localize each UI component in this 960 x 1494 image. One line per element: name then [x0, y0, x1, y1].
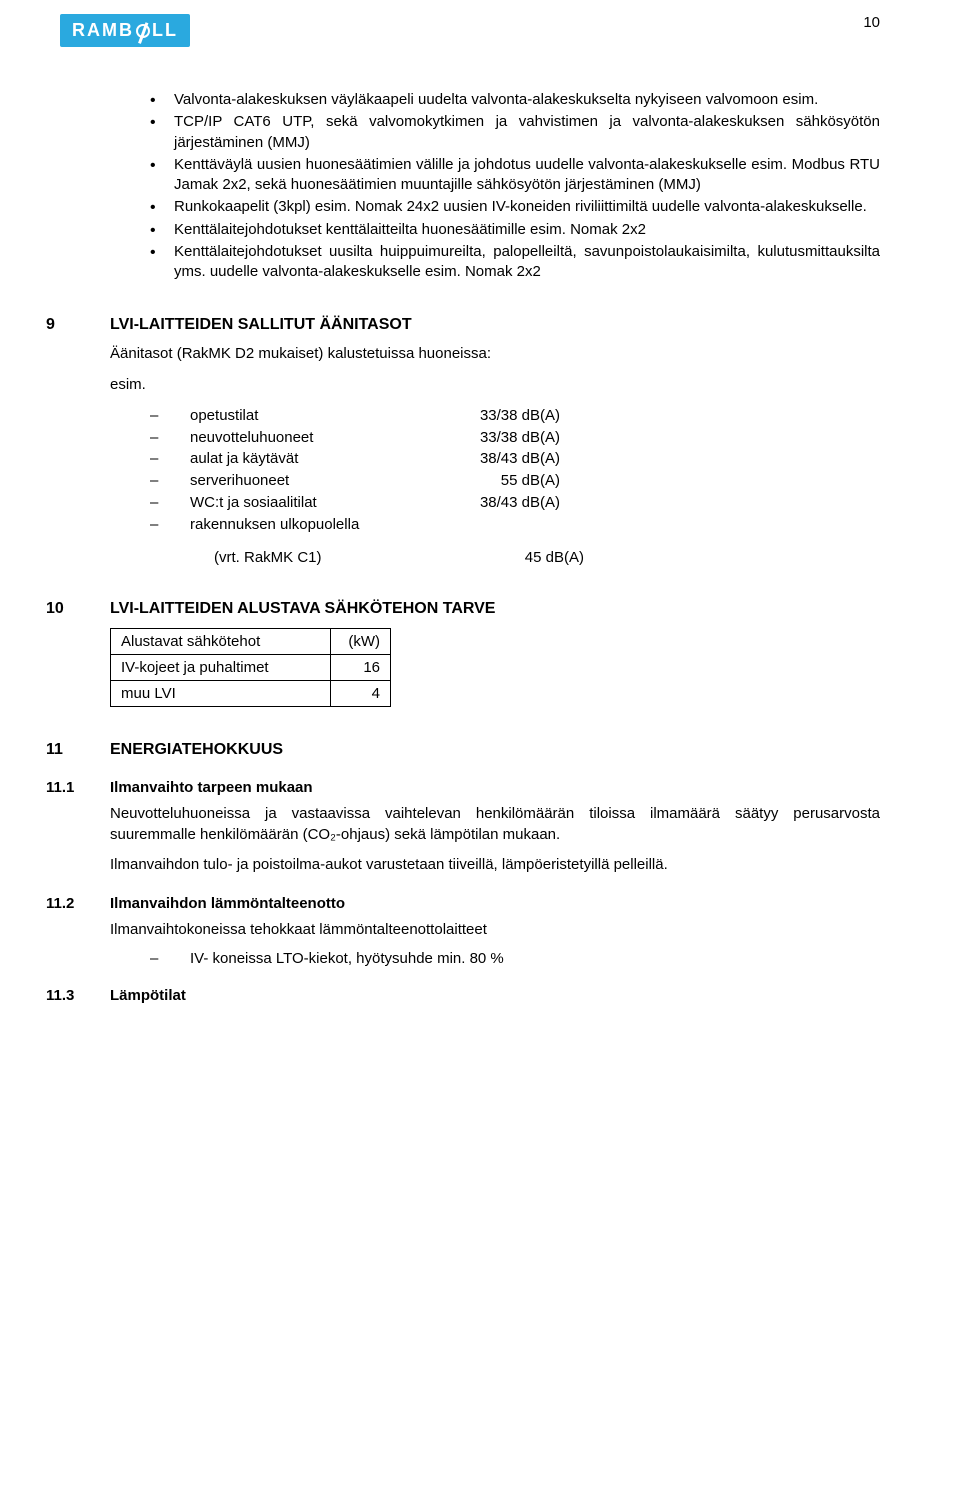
subsection-title: Ilmanvaihdon lämmöntalteenotto — [110, 895, 345, 912]
list-item: Kenttälaitejohdotukset uusilta huippuimu… — [150, 242, 880, 283]
sound-label: opetustilat — [190, 405, 450, 427]
subsection-title: Lämpötilat — [110, 987, 186, 1004]
logo-text-left: RAMB — [72, 20, 134, 41]
power-label: IV-kojeet ja puhaltimet — [111, 655, 331, 681]
table-row: Alustavat sähkötehot (kW) — [111, 629, 391, 655]
table-row: muu LVI 4 — [111, 681, 391, 707]
list-item: Runkokaapelit (3kpl) esim. Nomak 24x2 uu… — [150, 197, 880, 217]
page-number: 10 — [863, 14, 880, 31]
sound-value: 33/38 dB(A) — [450, 405, 560, 427]
power-label: muu LVI — [111, 681, 331, 707]
sound-label: serverihuoneet — [190, 470, 450, 492]
sound-level-list: opetustilat33/38 dB(A) neuvotteluhuoneet… — [110, 405, 880, 536]
logo-text-right: LL — [152, 20, 178, 41]
sound-value: 55 dB(A) — [450, 470, 560, 492]
sound-row: WC:t ja sosiaalitilat38/43 dB(A) — [150, 492, 880, 514]
bullet-list: Valvonta-alakeskuksen väyläkaapeli uudel… — [110, 90, 880, 282]
section9-esim: esim. — [110, 375, 880, 395]
sound-row: aulat ja käytävät38/43 dB(A) — [150, 448, 880, 470]
sound-value: 33/38 dB(A) — [450, 427, 560, 449]
subsection-number: 11.3 — [46, 987, 110, 1004]
subsection-title: Ilmanvaihto tarpeen mukaan — [110, 779, 313, 796]
lto-list: IV- koneissa LTO-kiekot, hyötysuhde min.… — [110, 950, 880, 967]
sound-row: rakennuksen ulkopuolella — [150, 514, 880, 536]
list-item: Valvonta-alakeskuksen väyläkaapeli uudel… — [150, 90, 880, 110]
power-table: Alustavat sähkötehot (kW) IV-kojeet ja p… — [110, 628, 391, 707]
power-value: 4 — [331, 681, 391, 707]
sound-value: 38/43 dB(A) — [450, 492, 560, 514]
sound-label: neuvotteluhuoneet — [190, 427, 450, 449]
table-row: IV-kojeet ja puhaltimet 16 — [111, 655, 391, 681]
section-title: ENERGIATEHOKKUUS — [110, 741, 283, 759]
section-number: 10 — [46, 600, 110, 618]
sound-label: WC:t ja sosiaalitilat — [190, 492, 450, 514]
sound-value — [450, 514, 560, 536]
sound-row: opetustilat33/38 dB(A) — [150, 405, 880, 427]
power-value: 16 — [331, 655, 391, 681]
sound-last-value: 45 dB(A) — [474, 549, 584, 566]
sound-value: 38/43 dB(A) — [450, 448, 560, 470]
section-title: LVI-LAITTEIDEN ALUSTAVA SÄHKÖTEHON TARVE — [110, 600, 495, 618]
section-title: LVI-LAITTEIDEN SALLITUT ÄÄNITASOT — [110, 316, 412, 334]
sound-label: aulat ja käytävät — [190, 448, 450, 470]
paragraph: Ilmanvaihtokoneissa tehokkaat lämmöntalt… — [110, 920, 880, 940]
sound-row: neuvotteluhuoneet33/38 dB(A) — [150, 427, 880, 449]
section9-intro: Äänitasot (RakMK D2 mukaiset) kalustetui… — [110, 344, 880, 364]
list-item: TCP/IP CAT6 UTP, sekä valvomokytkimen ja… — [150, 112, 880, 153]
paragraph: Neuvotteluhuoneissa ja vastaavissa vaiht… — [110, 804, 880, 845]
section-number: 9 — [46, 316, 110, 334]
list-item: Kenttäväylä uusien huonesäätimien välill… — [150, 155, 880, 196]
brand-logo: RAMB LL — [60, 14, 190, 47]
section-number: 11 — [46, 741, 110, 759]
sound-label: rakennuksen ulkopuolella — [190, 514, 450, 536]
power-header-right: (kW) — [331, 629, 391, 655]
logo-o-glyph — [136, 24, 150, 38]
list-item: Kenttälaitejohdotukset kenttälaitteilta … — [150, 220, 880, 240]
sound-last-label: (vrt. RakMK C1) — [214, 549, 474, 566]
paragraph: Ilmanvaihdon tulo- ja poistoilma-aukot v… — [110, 855, 880, 875]
power-header-left: Alustavat sähkötehot — [111, 629, 331, 655]
subsection-number: 11.2 — [46, 895, 110, 912]
lto-item: IV- koneissa LTO-kiekot, hyötysuhde min.… — [150, 950, 880, 967]
sound-row: serverihuoneet55 dB(A) — [150, 470, 880, 492]
subsection-number: 11.1 — [46, 779, 110, 796]
